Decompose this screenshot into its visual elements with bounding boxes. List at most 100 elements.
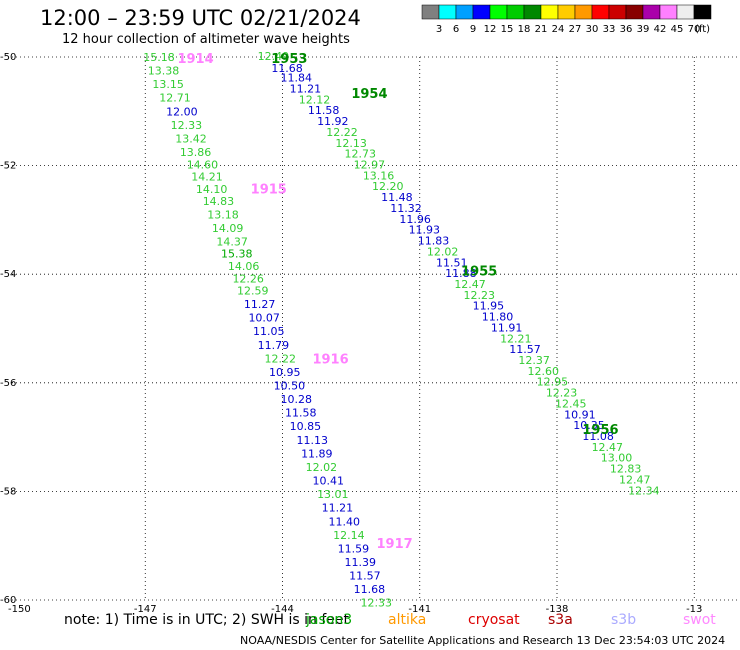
y-tick-label: -60: [0, 595, 16, 606]
axis-tick-labels: -150 -147 -144 -141 -138 -13 -50 -52 -54 -56 -58 -6…: [0, 52, 702, 615]
wave-height-reading: 12.33: [171, 119, 203, 132]
wave-height-reading: 12.49: [258, 50, 290, 63]
wave-height-reading: 12.20: [372, 180, 404, 193]
color-scale-label: (ft): [695, 24, 710, 35]
wave-height-reading: 12.13: [335, 137, 367, 150]
wave-height-reading: 11.92: [317, 115, 349, 128]
wave-height-reading: 12.23: [463, 289, 495, 302]
wave-height-reading: 11.91: [491, 321, 523, 334]
wave-height-reading: 10.50: [274, 380, 306, 393]
color-scale-label: 15: [501, 24, 514, 35]
wave-height-reading: 12.33: [361, 597, 393, 610]
color-scale-label: 9: [470, 24, 476, 35]
wave-height-reading: 11.39: [345, 556, 377, 569]
wave-height-reading: 12.00: [166, 105, 198, 118]
y-tick-label: -50: [0, 52, 16, 63]
wave-height-reading: 12.14: [333, 529, 365, 542]
wave-height-reading: 11.84: [280, 72, 312, 85]
graticule: [8, 56, 740, 601]
wave-height-reading: 11.80: [482, 311, 514, 324]
color-swatch: [693, 4, 712, 20]
y-tick-label: -52: [0, 161, 16, 172]
satellite-label: cryosat: [468, 612, 520, 628]
wave-height-reading: 14.60: [187, 159, 219, 172]
color-scale-label: 21: [535, 24, 548, 35]
satellite-label: s3a: [548, 612, 573, 628]
satellite-label: swot: [683, 612, 716, 628]
x-tick-label: -141: [408, 604, 431, 615]
color-scale-label: 6: [453, 24, 459, 35]
footer-note: note: 1) Time is in UTC; 2) SWH is in fe…: [64, 612, 350, 628]
wave-height-reading: 13.86: [180, 146, 212, 159]
wave-height-reading: 13.15: [152, 78, 184, 91]
wave-height-reading: 12.12: [299, 93, 331, 106]
color-scale-label: 30: [586, 24, 599, 35]
wave-height-reading: 11.88: [445, 267, 477, 280]
wave-height-reading: 10.35: [573, 419, 605, 432]
wave-height-reading: 12.83: [610, 463, 642, 476]
wave-height-reading: 11.48: [381, 191, 413, 204]
wave-height-reading: 14.06: [228, 260, 260, 273]
wave-height-reading: 15.18: [143, 51, 175, 64]
time-marker: 1955: [461, 264, 497, 279]
wave-height-reading: 11.89: [301, 447, 333, 460]
time-marker: 1916: [312, 352, 348, 367]
color-scale-label: 39: [637, 24, 650, 35]
wave-height-reading: 11.83: [418, 235, 450, 248]
wave-height-reading: 12.47: [619, 473, 651, 486]
wave-height-reading: 13.16: [363, 169, 395, 182]
color-scale-label: 36: [620, 24, 633, 35]
x-tick-label: -150: [8, 604, 31, 615]
wave-height-reading: 12.47: [592, 441, 624, 454]
color-scale-legend: 3 6 9 12 15 18 21 24 27 30 33 36 39 42 45 70(ft): [421, 4, 712, 35]
wave-height-reading: 13.01: [317, 488, 349, 501]
time-marker: 1956: [582, 423, 618, 438]
color-scale-label: 33: [603, 24, 616, 35]
wave-height-reading: 14.37: [216, 236, 248, 249]
satellite-label: jason3: [306, 612, 353, 628]
wave-height-reading: 10.95: [269, 366, 301, 379]
wave-height-reading: 11.58: [285, 407, 317, 420]
wave-height-reading: 13.18: [207, 208, 239, 221]
wave-height-reading: 11.96: [399, 213, 431, 226]
wave-height-reading: 12.23: [546, 387, 578, 400]
wave-height-reading: 11.08: [582, 430, 614, 443]
color-scale-label: 70: [688, 24, 701, 35]
time-marker: 1915: [251, 182, 287, 197]
wave-height-reading: 10.41: [313, 475, 345, 488]
wave-height-reading: 11.21: [322, 502, 354, 515]
y-tick-label: -56: [0, 378, 16, 389]
wave-height-reading: 12.60: [528, 365, 560, 378]
wave-height-reading: 14.83: [203, 195, 235, 208]
wave-height-reading: 11.58: [308, 104, 340, 117]
wave-height-reading: 12.95: [537, 376, 569, 389]
wave-height-reading: 11.27: [244, 298, 276, 311]
wave-height-reading: 12.26: [232, 273, 264, 286]
x-tick-label: -138: [546, 604, 569, 615]
color-scale-label: 3: [436, 24, 442, 35]
satellite-label: altika: [388, 612, 427, 628]
chart-subtitle: 12 hour collection of altimeter wave hei…: [62, 32, 350, 47]
wave-height-reading: 12.22: [326, 126, 358, 139]
wave-height-reading: 12.71: [159, 92, 191, 105]
wave-height-reading: 11.59: [338, 542, 370, 555]
time-marker: 1914: [177, 52, 213, 67]
wave-height-reading: 12.22: [264, 352, 296, 365]
wave-height-reading: 11.95: [473, 300, 505, 313]
color-scale-label: 42: [654, 24, 667, 35]
x-tick-label: -144: [271, 604, 294, 615]
wave-height-reading: 12.37: [518, 354, 550, 367]
wave-height-reading: 11.68: [271, 62, 303, 75]
wave-height-reading: 11.05: [253, 325, 285, 338]
wave-height-reading: 12.21: [500, 332, 532, 345]
wave-height-reading: 12.02: [306, 461, 338, 474]
color-scale-label: 27: [569, 24, 582, 35]
time-marker: 1954: [351, 87, 387, 102]
wave-height-reading: 13.00: [601, 452, 633, 465]
wave-height-reading: 11.57: [349, 570, 381, 583]
wave-height-reading: 12.97: [354, 159, 386, 172]
wave-height-reading: 12.59: [237, 284, 269, 297]
color-scale-label: 45: [671, 24, 684, 35]
wave-height-reading: 14.10: [196, 183, 228, 196]
